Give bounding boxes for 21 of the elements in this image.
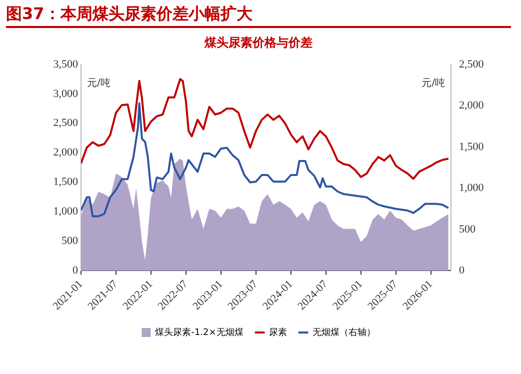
- y-tick-label: 1,000: [53, 206, 78, 218]
- y2-tick-label: 1,000: [459, 182, 484, 194]
- legend-label: 煤头尿素-1.2×无烟煤: [155, 326, 244, 338]
- y-tick-label: 0: [72, 264, 78, 277]
- legend-label: 尿素: [268, 326, 287, 338]
- y2-tick-label: 500: [459, 223, 476, 236]
- y-tick-label: 2,000: [53, 146, 78, 159]
- y-tick-label: 1,500: [53, 176, 78, 188]
- annotation: 元/吨: [87, 76, 110, 89]
- annotation: 元/吨: [422, 76, 445, 89]
- y-tick-label: 500: [62, 235, 78, 248]
- y2-tick-label: 0: [459, 264, 465, 277]
- legend-label: 无烟煤（右轴）: [312, 326, 376, 338]
- y2-tick-label: 2,000: [459, 100, 484, 112]
- chart-title: 图37：本周煤头尿素价差小幅扩大: [6, 4, 511, 28]
- y2-tick-label: 2,500: [459, 58, 484, 70]
- y-tick-label: 2,500: [53, 117, 78, 130]
- chart-subtitle: 煤头尿素价格与价差: [204, 35, 312, 50]
- y-tick-label: 3,000: [53, 88, 78, 100]
- y2-tick-label: 1,500: [459, 140, 484, 153]
- y-tick-label: 3,500: [53, 58, 78, 70]
